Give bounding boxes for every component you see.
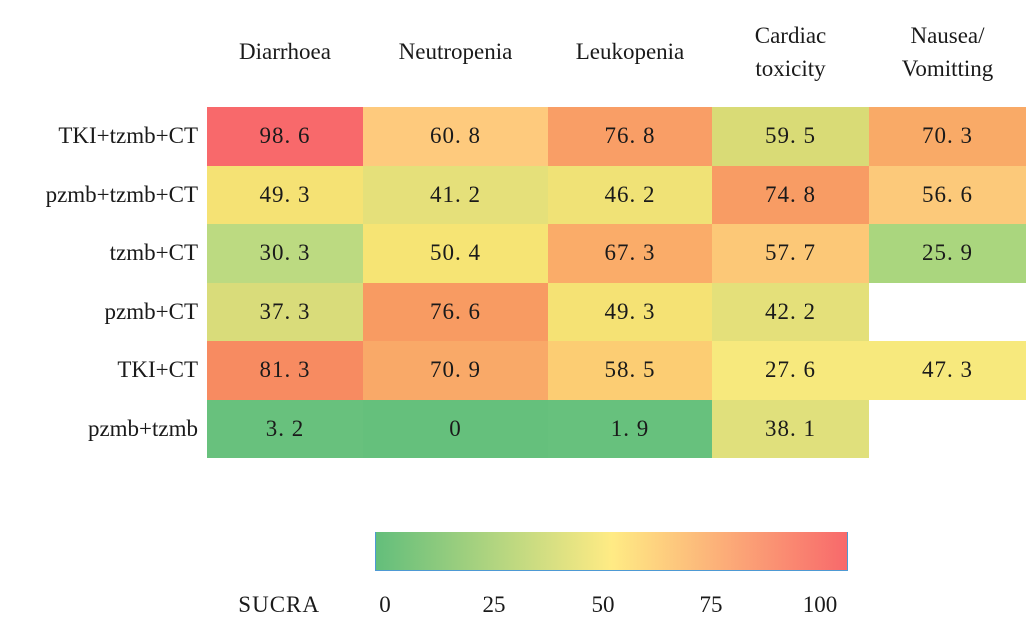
column-header: Diarrhoea <box>207 6 363 98</box>
heatmap-cell: 27. 6 <box>712 341 869 400</box>
heatmap-cell: 76. 8 <box>548 107 712 166</box>
heatmap-cell: 57. 7 <box>712 224 869 283</box>
heatmap-cell: 42. 2 <box>712 282 869 341</box>
row-label: pzmb+tzmb+CT <box>45 181 198 207</box>
legend-tick-label: 25 <box>482 592 506 617</box>
column-header-line: Leukopenia <box>575 39 685 65</box>
heatmap-cell: 76. 6 <box>363 282 548 341</box>
legend-title: SUCRA <box>238 592 320 617</box>
heatmap-cell: 38. 1 <box>712 399 869 458</box>
heatmap-cell: 81. 3 <box>207 341 363 400</box>
heatmap-cell: 70. 9 <box>363 341 548 400</box>
heatmap-cell: 50. 4 <box>363 224 548 283</box>
row-label: pzmb+CT <box>104 298 198 324</box>
heatmap-cell: 98. 6 <box>207 107 363 166</box>
column-header: Cardiac toxicity <box>712 6 869 98</box>
heatmap-cell: 60. 8 <box>363 107 548 166</box>
column-header: Neutropenia <box>363 6 548 98</box>
heatmap-cell: 56. 6 <box>869 165 1026 224</box>
column-header: Leukopenia <box>548 6 712 98</box>
legend-tick-label: 0 <box>379 592 391 617</box>
heatmap-cell: 3. 2 <box>207 399 363 458</box>
column-header-line: Nausea/ <box>910 22 985 48</box>
heatmap-cell: 0 <box>363 399 548 458</box>
heatmap-cell: 59. 5 <box>712 107 869 166</box>
heatmap-cell: 49. 3 <box>207 165 363 224</box>
heatmap-cell: 25. 9 <box>869 224 1026 283</box>
legend-tick-label: 100 <box>802 592 838 617</box>
heatmap-cell: 30. 3 <box>207 224 363 283</box>
heatmap-cell: 70. 3 <box>869 107 1026 166</box>
column-header: Nausea/Vomitting <box>869 6 1026 98</box>
heatmap-cell: 67. 3 <box>548 224 712 283</box>
row-label: TKI+tzmb+CT <box>58 123 198 149</box>
legend-tick-label: 75 <box>699 592 723 617</box>
heatmap-cell: 58. 5 <box>548 341 712 400</box>
row-label: tzmb+CT <box>109 240 198 266</box>
heatmap-cell: 41. 2 <box>363 165 548 224</box>
column-header-line: Vomitting <box>901 56 994 81</box>
column-header-line: Neutropenia <box>398 39 513 65</box>
row-label: TKI+CT <box>117 357 198 383</box>
legend-tick-label: 50 <box>591 592 615 617</box>
row-label: pzmb+tzmb <box>87 415 198 441</box>
column-header-line: Diarrhoea <box>239 39 331 65</box>
heatmap-cell: 47. 3 <box>869 341 1026 400</box>
heatmap-cell: 49. 3 <box>548 282 712 341</box>
legend-gradient-bar <box>375 532 848 571</box>
column-header-line: Cardiac <box>754 22 827 48</box>
heatmap-cell: 37. 3 <box>207 282 363 341</box>
column-header-line: toxicity <box>755 56 826 81</box>
heatmap-cell: 74. 8 <box>712 165 869 224</box>
heatmap-cell: 46. 2 <box>548 165 712 224</box>
heatmap-cell: 1. 9 <box>548 399 712 458</box>
